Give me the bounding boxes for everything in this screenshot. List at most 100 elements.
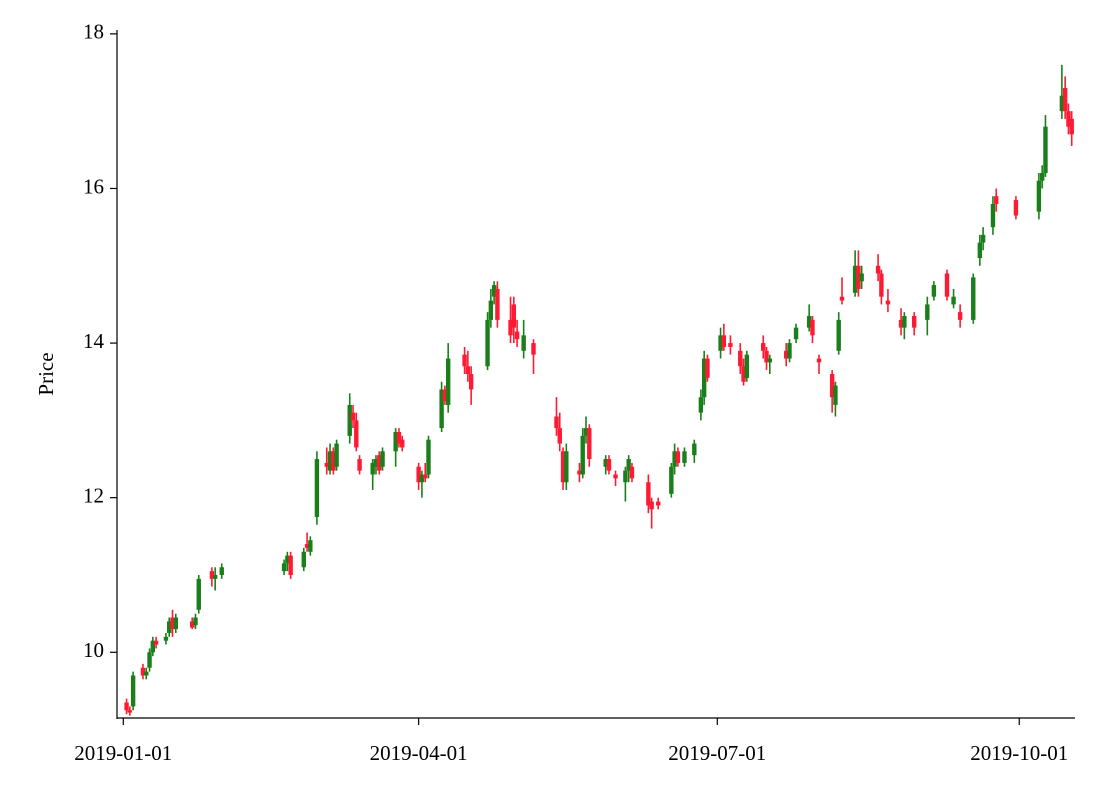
candle-body — [485, 319, 490, 367]
candle-body — [1036, 180, 1042, 212]
candle-body — [281, 563, 287, 572]
candle-body — [189, 621, 195, 628]
candle-body — [971, 277, 976, 320]
candle-body — [373, 459, 379, 467]
candle-body — [744, 354, 750, 378]
candle-body — [806, 316, 812, 328]
candle-body — [301, 551, 306, 568]
candle-body — [856, 265, 861, 289]
candle-body — [350, 412, 356, 421]
candle-body — [810, 319, 815, 336]
candle-body — [701, 358, 707, 398]
y-tick-label: 18 — [83, 20, 104, 44]
candle-body — [925, 304, 930, 320]
y-tick-label: 12 — [83, 483, 104, 507]
candle-body — [1069, 118, 1074, 135]
candle-body — [1039, 173, 1045, 181]
candle-body — [324, 462, 329, 467]
candle-body — [560, 451, 566, 483]
candle-body — [396, 431, 402, 444]
candle-body — [331, 451, 336, 471]
candle-body — [1043, 126, 1048, 174]
candle-body — [445, 358, 451, 405]
candle-body — [839, 296, 845, 301]
candle-body — [370, 462, 375, 475]
candle-body — [705, 358, 710, 378]
y-tick-label: 10 — [83, 638, 104, 662]
candle-body — [130, 675, 136, 707]
candle-body — [875, 265, 881, 274]
candle-body — [879, 273, 884, 297]
x-tick-label: 2019-04-01 — [370, 741, 468, 765]
candle-body — [898, 319, 904, 328]
candle-body — [557, 428, 562, 444]
candle-body — [829, 374, 835, 398]
candle-body — [852, 265, 858, 293]
candle-body — [347, 404, 352, 436]
candle-body — [626, 459, 631, 471]
candle-body — [1062, 87, 1068, 112]
candle-body — [167, 621, 172, 633]
candle-body — [577, 470, 582, 475]
candle-body — [508, 319, 513, 336]
candle-body — [1066, 111, 1071, 127]
candle-body — [314, 459, 320, 518]
candle-body — [334, 443, 339, 467]
candle-body — [439, 389, 444, 429]
candle-body — [144, 671, 149, 676]
candle-body — [698, 397, 704, 413]
candle-body — [787, 343, 792, 359]
y-axis-label: Price — [34, 352, 58, 395]
candle-body — [675, 451, 681, 463]
candle-body — [462, 354, 467, 367]
candle-body — [327, 451, 333, 471]
candle-body — [784, 350, 789, 359]
candle-body — [426, 439, 431, 475]
candle-body — [170, 617, 175, 630]
candle-body — [380, 451, 385, 467]
candle-body — [308, 540, 313, 552]
candle-body — [442, 389, 448, 402]
candle-body — [911, 316, 917, 328]
candle-body — [127, 710, 133, 713]
x-tick-label: 2019-01-01 — [74, 741, 172, 765]
candle-body — [400, 439, 405, 448]
candle-body — [603, 459, 608, 467]
candle-body — [521, 335, 526, 351]
candle-body — [173, 617, 178, 630]
candle-body — [1059, 95, 1065, 112]
candle-body — [285, 555, 290, 564]
candle-body — [859, 273, 864, 282]
y-tick-label: 14 — [83, 329, 105, 353]
candle-body — [980, 234, 986, 243]
candle-body — [669, 466, 674, 494]
candle-body — [212, 574, 218, 579]
y-tick-label: 16 — [83, 174, 104, 198]
x-tick-label: 2019-10-01 — [970, 741, 1068, 765]
candle-body — [682, 451, 687, 463]
candle-body — [902, 316, 907, 328]
candle-body — [741, 366, 746, 382]
candle-body — [488, 300, 494, 320]
candle-body — [649, 501, 654, 510]
candle-body — [193, 617, 198, 626]
candle-body — [692, 443, 697, 456]
candle-body — [816, 358, 822, 363]
candle-body — [419, 474, 425, 483]
candle-body — [357, 459, 362, 471]
candle-body — [718, 335, 723, 351]
candle-body — [491, 285, 497, 297]
candle-body — [124, 702, 129, 711]
candle-body — [833, 385, 838, 405]
candle-body — [288, 555, 293, 575]
candle-body — [990, 203, 996, 228]
candle-body — [944, 273, 950, 297]
candle-body — [196, 578, 201, 610]
candle-body — [219, 567, 224, 575]
candle-body — [583, 428, 589, 436]
candle-body — [672, 451, 677, 467]
candle-body — [728, 343, 733, 347]
candle-body — [511, 304, 517, 328]
candle-body — [580, 435, 585, 475]
